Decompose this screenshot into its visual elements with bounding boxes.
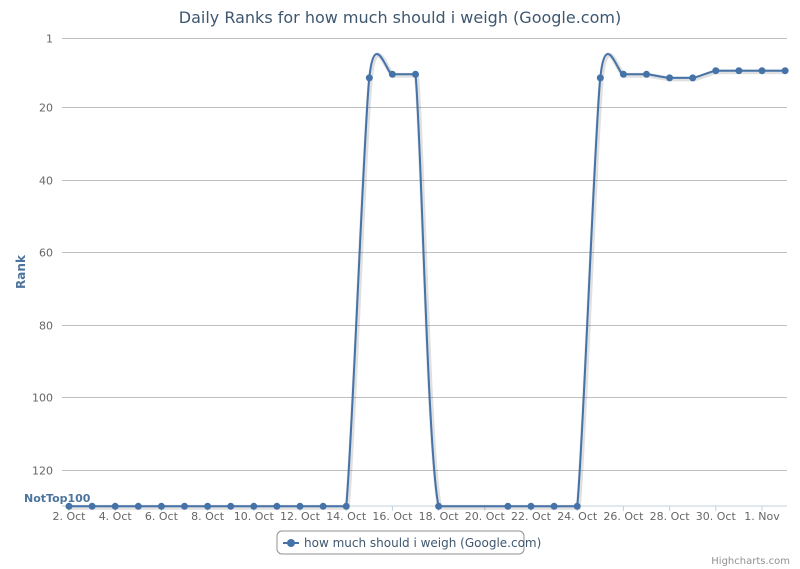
data-point [227, 502, 235, 510]
data-point [643, 70, 650, 78]
not-top-100-label: NotTop100 [24, 492, 91, 505]
x-tick-label: 12. Oct [280, 510, 321, 523]
data-point [435, 502, 443, 510]
series-group [65, 52, 789, 510]
x-tick-label: 1. Nov [744, 510, 780, 523]
data-point [111, 502, 119, 510]
legend-box [276, 530, 525, 555]
data-point [758, 67, 766, 75]
y-tick-label: 120 [32, 465, 53, 478]
data-point [735, 67, 743, 75]
y-tick-label: 20 [39, 102, 53, 115]
x-tick-label: 20. Oct [465, 510, 506, 523]
x-tick-label: 26. Oct [603, 510, 644, 523]
legend-item-label[interactable]: how much should i weigh (Google.com) [304, 536, 541, 550]
x-tick-label: 4. Oct [99, 510, 133, 523]
x-tick-label: 30. Oct [696, 510, 737, 523]
data-point [250, 502, 258, 510]
data-point [365, 74, 373, 82]
x-tick-label: 28. Oct [650, 510, 691, 523]
x-tick-label: 2. Oct [52, 510, 86, 523]
x-tick-label: 8. Oct [191, 510, 225, 523]
data-point [619, 70, 627, 78]
data-point [689, 74, 697, 82]
data-point [319, 502, 327, 510]
data-point [573, 502, 581, 510]
data-point [666, 74, 674, 82]
data-point [273, 502, 281, 510]
credits-link[interactable]: Highcharts.com [711, 556, 790, 567]
series-line-shadow [70, 52, 787, 510]
data-point [65, 502, 73, 510]
x-tick-label: 22. Oct [511, 510, 552, 523]
data-point [181, 502, 188, 510]
data-point [550, 502, 558, 510]
x-tick-label: 10. Oct [234, 510, 275, 523]
data-point [204, 502, 212, 510]
data-point [412, 70, 419, 78]
x-tick-label: 14. Oct [326, 510, 367, 523]
y-tick-label: 60 [39, 247, 53, 260]
y-tick-label: 40 [39, 175, 53, 188]
series-line [69, 53, 786, 508]
data-point [781, 67, 789, 75]
data-point [504, 502, 512, 510]
data-point [596, 74, 604, 82]
y-tick-label: 80 [39, 320, 53, 333]
data-point [88, 502, 96, 510]
chart-title: Daily Ranks for how much should i weigh … [179, 8, 621, 27]
data-point [157, 502, 165, 510]
data-point [388, 70, 396, 78]
x-axis-ticks: 2. Oct 4. Oct 6. Oct 8. Oct 10. Oct 12. Oct 14… [52, 506, 780, 523]
data-point [134, 502, 142, 510]
data-point [342, 502, 350, 510]
data-point [712, 67, 720, 75]
y-tick-label: 1 [46, 33, 53, 46]
x-tick-label: 18. Oct [419, 510, 460, 523]
x-tick-label: 16. Oct [372, 510, 413, 523]
grid-lines [62, 38, 787, 471]
legend-marker-icon [287, 539, 295, 547]
y-axis-label: Rank [14, 254, 28, 289]
x-tick-label: 6. Oct [145, 510, 179, 523]
y-tick-label: 100 [32, 392, 53, 405]
data-point [296, 502, 304, 510]
x-tick-label: 24. Oct [557, 510, 598, 523]
data-point [527, 502, 535, 510]
legend[interactable]: how much should i weigh (Google.com) [276, 530, 541, 555]
